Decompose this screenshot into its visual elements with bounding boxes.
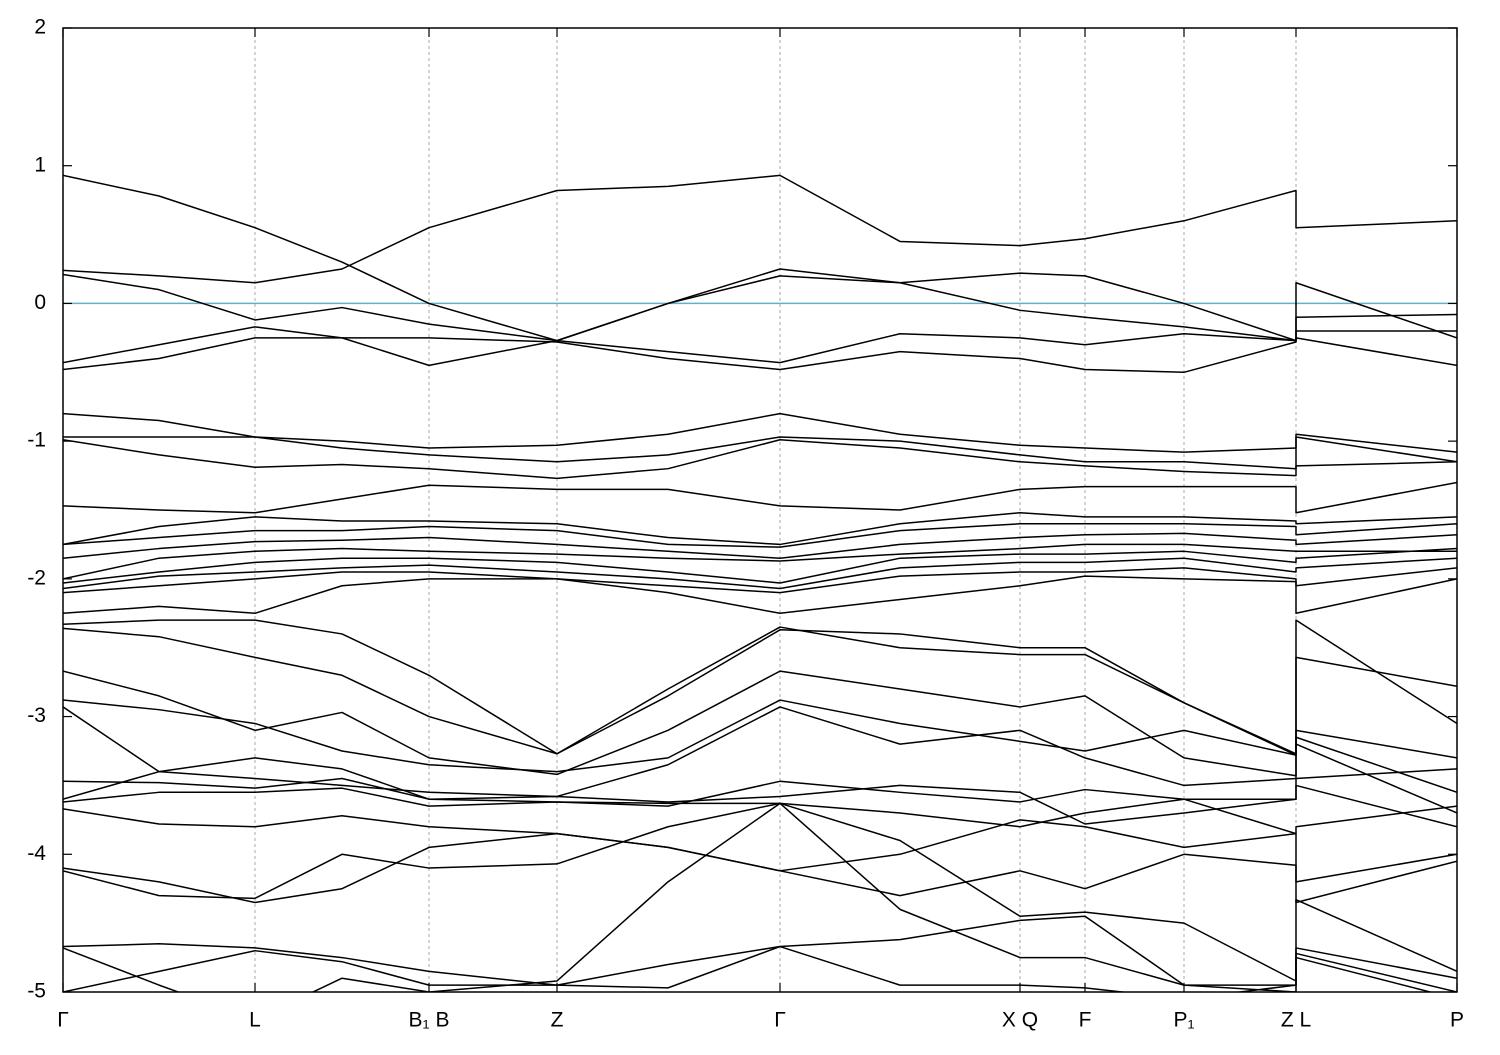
y-tick-label: 2 [34,16,46,39]
y-tick-label: 0 [34,291,46,314]
band-line [63,575,1457,615]
axes: -5 -4 -3 -2 -1 0 1 2 Γ L B₁ B Z Γ X Q F P₁ Z L P [27,16,1464,1032]
band-line [63,481,1457,514]
band-line [63,512,1457,546]
y-tick-label: 1 [34,153,46,176]
x-tick-label: Γ [57,1009,69,1032]
x-tick-label: F [1079,1009,1092,1032]
y-tick-label: -2 [27,566,46,589]
band-line [63,670,1457,777]
y-tick-label: -3 [27,704,46,727]
y-tick-label: -4 [27,842,46,865]
band-line [63,802,1434,992]
x-tick-label: Γ [774,1009,786,1032]
band-line [63,272,1457,342]
x-tick-label: B₁ B [409,1009,450,1032]
band-line [63,627,1457,756]
band-line [63,439,1457,480]
plot-frame [62,27,1458,993]
band-line [63,412,1457,453]
band-line [63,699,1457,794]
x-tick-label: Z L [1281,1009,1311,1032]
band-line [63,619,1457,755]
x-tick-label: Z [551,1009,564,1032]
band-line [63,768,1457,807]
x-tick-label: P [1450,1009,1464,1032]
bands [63,174,1457,992]
band-line [63,547,1457,584]
band-line [63,706,1457,814]
band-line [63,567,1457,594]
band-line [63,174,1457,284]
y-tick-label: -1 [27,429,46,452]
y-tick-label: -5 [27,980,46,1003]
band-line [63,326,1457,367]
x-tick-label: P₁ [1173,1009,1194,1032]
band-line [63,557,1457,590]
x-tick-label: L [249,1009,261,1032]
band-line [63,523,1457,548]
band-line [63,532,1457,559]
band-line [63,832,1457,904]
band-line [63,337,1457,374]
band-line [63,543,1457,580]
band-line [63,174,1457,342]
band-line [63,757,1457,828]
band-line [63,436,1457,470]
x-tick-label: X Q [1002,1009,1038,1032]
